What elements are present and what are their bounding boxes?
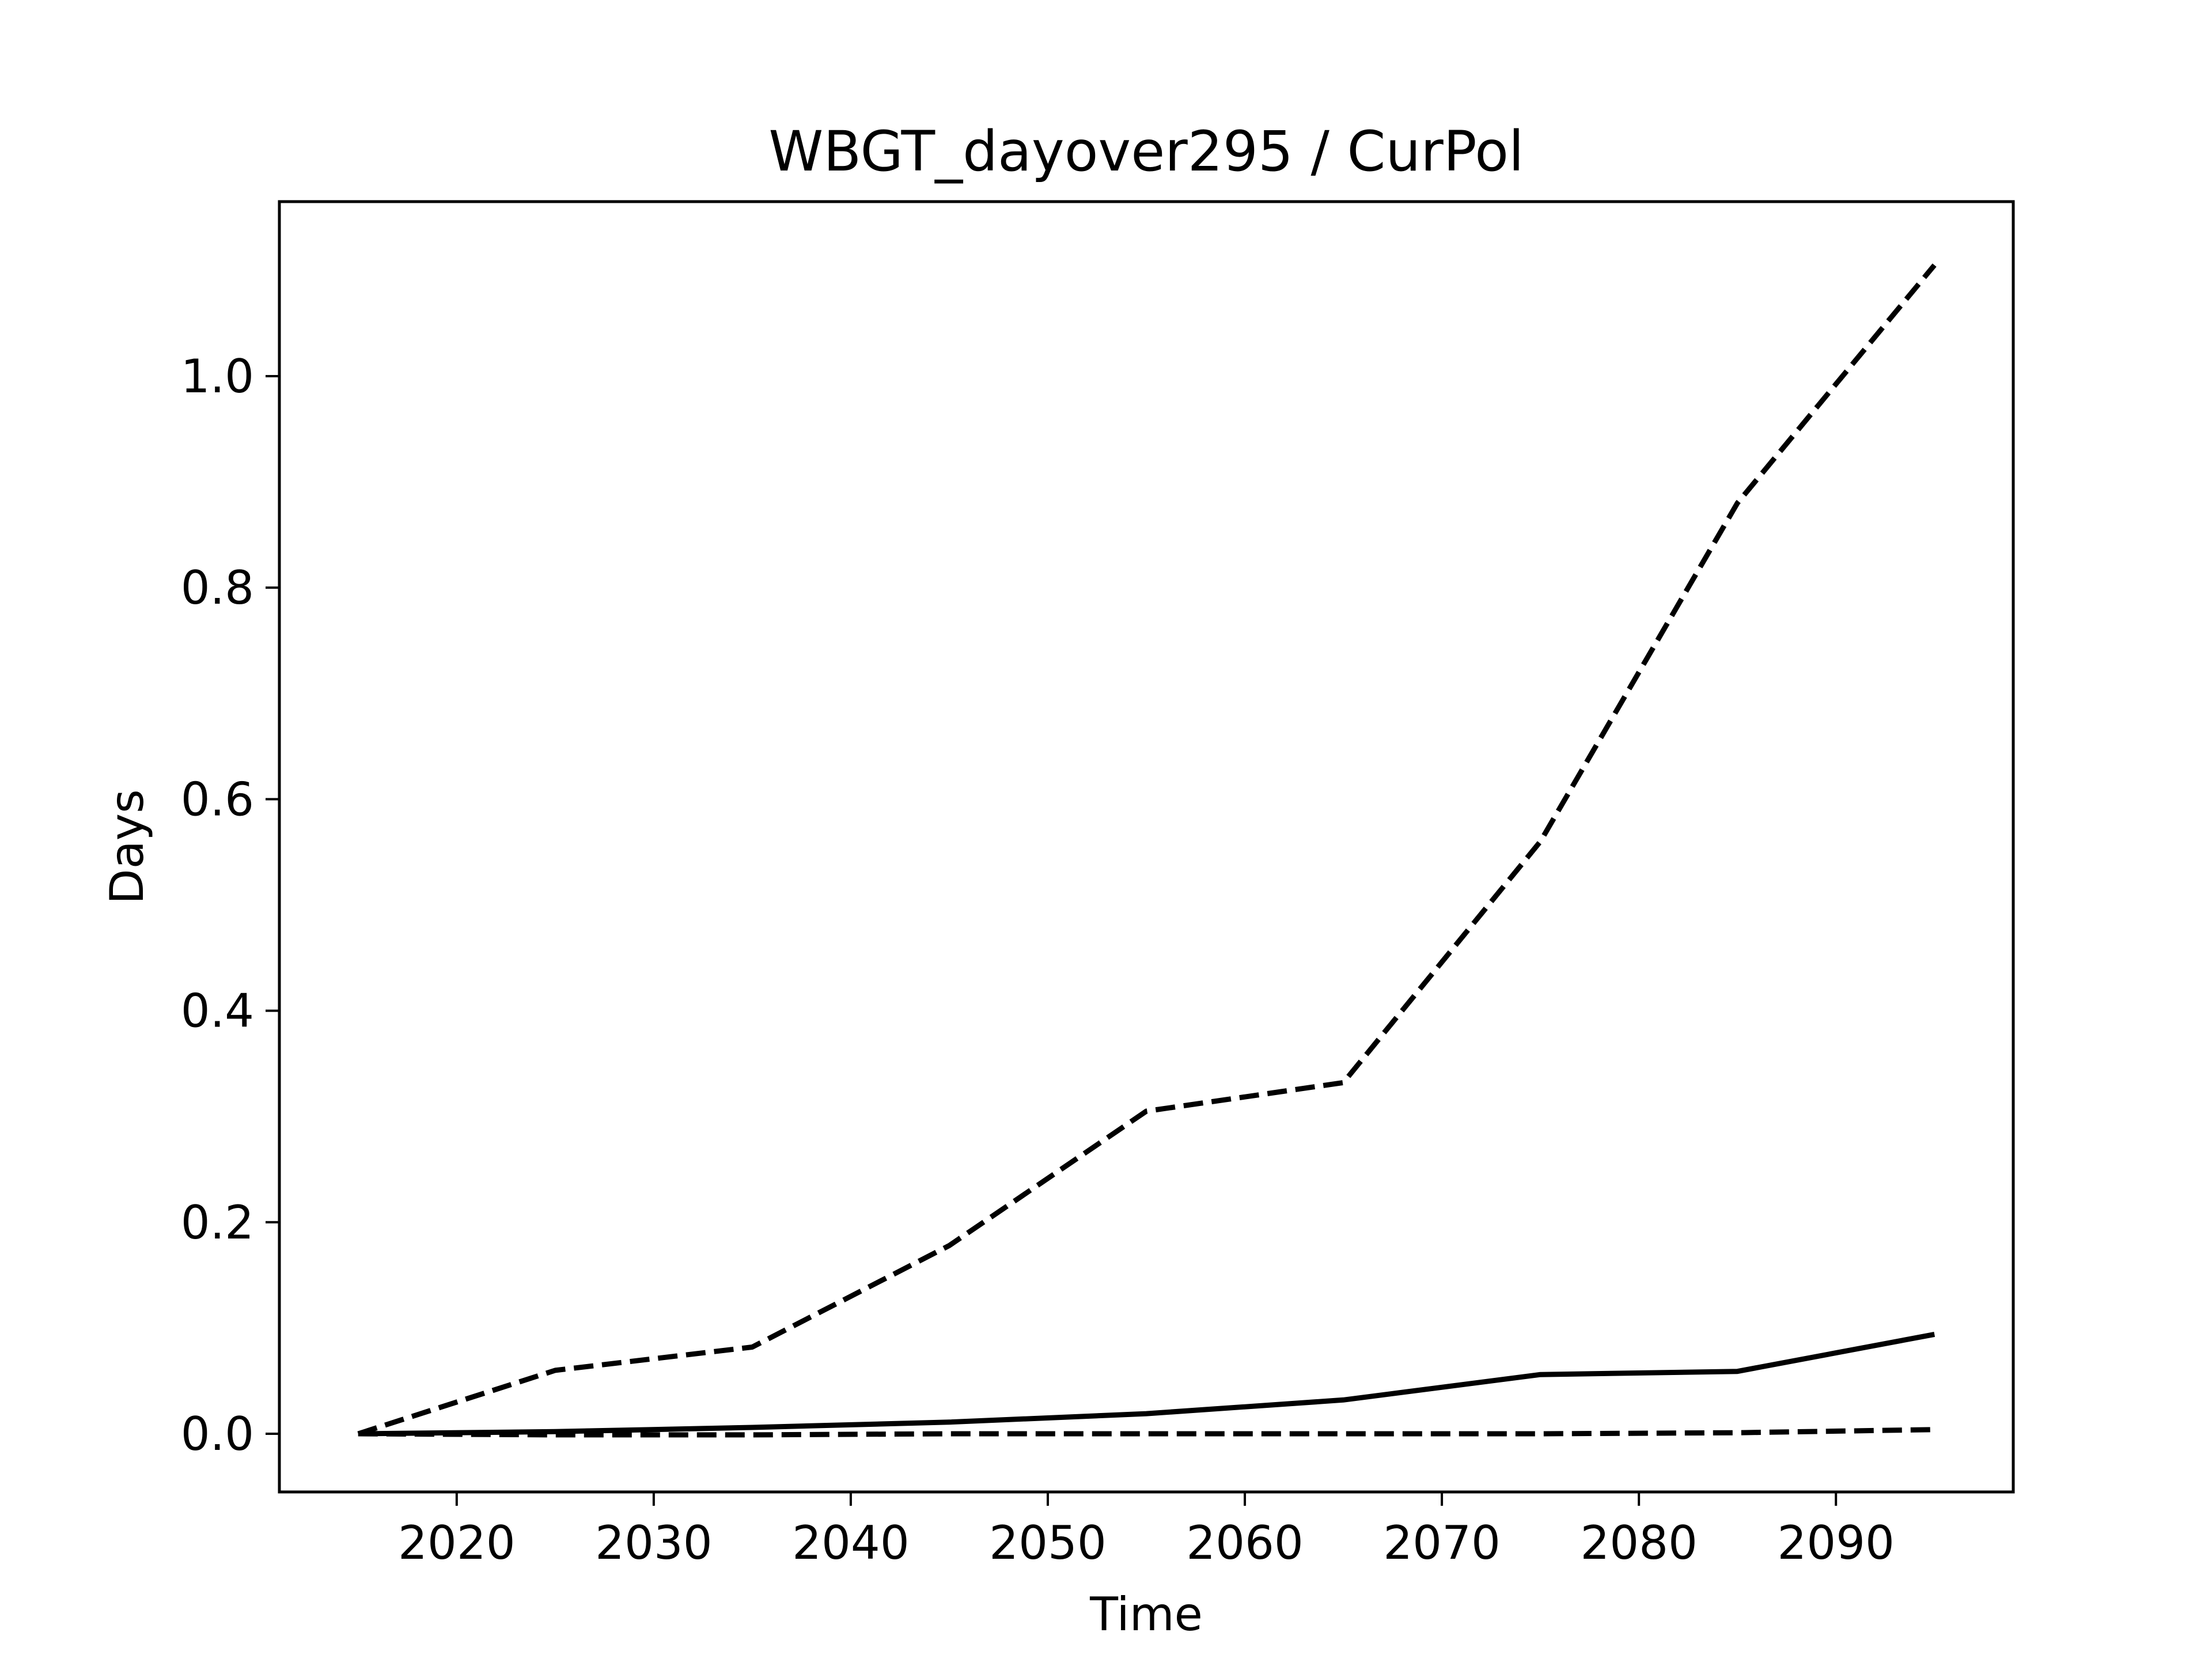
y-axis-label: Days [100, 789, 154, 904]
y-tick-label: 0.8 [181, 561, 254, 615]
series-layer [357, 263, 1937, 1438]
x-tick-label: 2020 [398, 1516, 516, 1570]
x-tick-label: 2030 [595, 1516, 713, 1570]
x-tick-label: 2090 [1777, 1516, 1895, 1570]
y-tick-label: 0.2 [181, 1196, 254, 1249]
x-axis-label: Time [1089, 1588, 1203, 1641]
y-tick-label: 0.6 [181, 772, 254, 826]
series-line-3 [358, 1427, 1935, 1438]
x-tick-label: 2060 [1186, 1516, 1304, 1570]
chart-title: WBGT_dayover295 / CurPol [768, 119, 1524, 184]
y-tick-label: 0.4 [181, 984, 254, 1038]
y-tick-label: 1.0 [181, 350, 254, 403]
x-axis: 2020 2030 2040 2050 2060 2070 2080 2090 [398, 1492, 1895, 1570]
x-tick-label: 2070 [1383, 1516, 1501, 1570]
series-line-2 [358, 1331, 1936, 1437]
x-tick-label: 2080 [1580, 1516, 1698, 1570]
y-tick-label: 0.0 [181, 1407, 254, 1461]
y-axis: 0.0 0.2 0.4 0.6 0.8 1.0 [181, 350, 279, 1461]
plot-frame [278, 200, 2015, 1494]
x-tick-label: 2040 [792, 1516, 910, 1570]
series-line-1 [357, 263, 1937, 1437]
x-tick-label: 2050 [989, 1516, 1107, 1570]
